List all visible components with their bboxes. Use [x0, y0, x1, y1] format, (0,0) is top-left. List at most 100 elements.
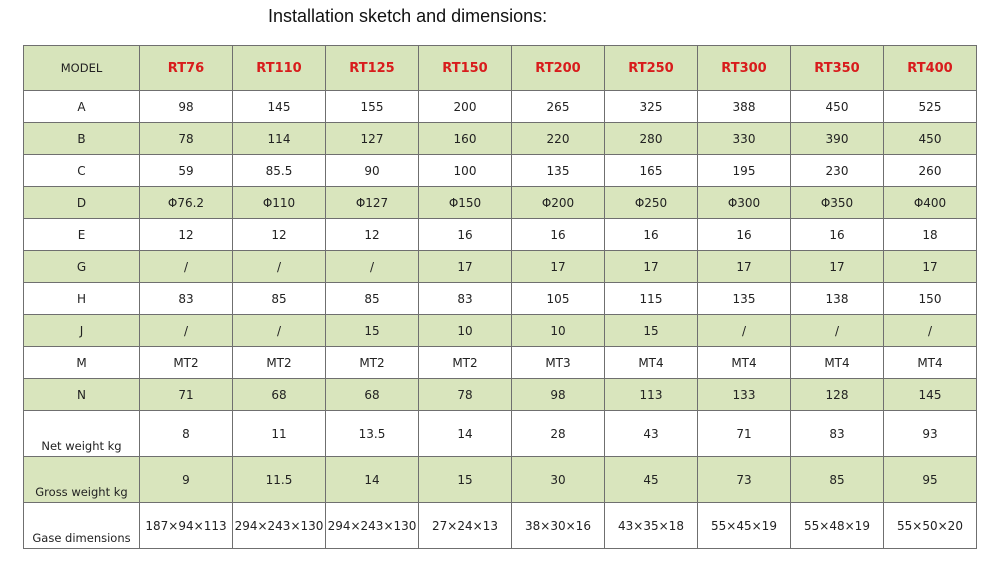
header-model-rt200: RT200	[511, 45, 605, 91]
table-cell: 17	[511, 250, 605, 283]
table-cell: /	[139, 250, 233, 283]
table-cell: 30	[511, 456, 605, 503]
table-cell: MT4	[790, 346, 884, 379]
table-cell: 55×48×19	[790, 502, 884, 549]
table-cell: 135	[697, 282, 791, 315]
table-cell: /	[232, 250, 326, 283]
table-cell: 95	[883, 456, 977, 503]
table-cell: 13.5	[325, 410, 419, 457]
table-cell: 115	[604, 282, 698, 315]
table-row: A 98 145 155 200 265 325 388 450 525	[23, 90, 977, 123]
table-cell: 17	[697, 250, 791, 283]
table-cell: 17	[790, 250, 884, 283]
row-label: Gase dimensions	[23, 502, 140, 549]
table-cell: 133	[697, 378, 791, 411]
table-cell: 15	[604, 314, 698, 347]
table-cell: Φ350	[790, 186, 884, 219]
row-label: C	[23, 154, 140, 187]
table-row: D Φ76.2 Φ110 Φ127 Φ150 Φ200 Φ250 Φ300 Φ350 Φ400	[23, 186, 977, 219]
row-label: M	[23, 346, 140, 379]
table-cell: 68	[325, 378, 419, 411]
table-cell: 16	[790, 218, 884, 251]
header-row: MODEL RT76 RT110 RT125 RT150 RT200 RT250 RT300 R…	[23, 45, 977, 91]
table-cell: 155	[325, 90, 419, 123]
table-cell: /	[790, 314, 884, 347]
table-row: E 12 12 12 16 16 16 16 16 18	[23, 218, 977, 251]
row-label: G	[23, 250, 140, 283]
table-row: H 83 85 85 83 105 115 135 138 150	[23, 282, 977, 315]
table-cell: 17	[418, 250, 512, 283]
table-cell: MT2	[418, 346, 512, 379]
table-cell: 127	[325, 122, 419, 155]
table-cell: 18	[883, 218, 977, 251]
table-cell: Φ76.2	[139, 186, 233, 219]
table-cell: 98	[139, 90, 233, 123]
table-cell: 55×45×19	[697, 502, 791, 549]
table-cell: 145	[883, 378, 977, 411]
table-row: Gross weight kg 9 11.5 14 15 30 45 73 85 95	[23, 456, 977, 503]
table-cell: 230	[790, 154, 884, 187]
table-cell: 113	[604, 378, 698, 411]
table-cell: 10	[511, 314, 605, 347]
table-row: G / //17 17 17 17 17 17	[23, 250, 977, 283]
table-cell: MT4	[604, 346, 698, 379]
table-cell: 11	[232, 410, 326, 457]
table-cell: 27×24×13	[418, 502, 512, 549]
table-cell: 71	[697, 410, 791, 457]
header-model-rt250: RT250	[604, 45, 698, 91]
row-label: N	[23, 378, 140, 411]
table-cell: 38×30×16	[511, 502, 605, 549]
table-cell: 8	[139, 410, 233, 457]
table-cell: MT2	[139, 346, 233, 379]
table-cell: 220	[511, 122, 605, 155]
table-cell: 135	[511, 154, 605, 187]
table-cell: Φ250	[604, 186, 698, 219]
table-cell: /	[232, 314, 326, 347]
table-cell: 294×243×130	[325, 502, 419, 549]
table-cell: MT3	[511, 346, 605, 379]
table-cell: 294×243×130	[232, 502, 326, 549]
table-row: B 78 114 127 160 220 280 330 390 450	[23, 122, 977, 155]
table-cell: 59	[139, 154, 233, 187]
table-cell: 93	[883, 410, 977, 457]
table-cell: Φ110	[232, 186, 326, 219]
table-cell: 15	[325, 314, 419, 347]
table-cell: 525	[883, 90, 977, 123]
table-row: J //15 10 10 15// /	[23, 314, 977, 347]
table-cell: 78	[418, 378, 512, 411]
table-cell: /	[139, 314, 233, 347]
table-cell: Φ300	[697, 186, 791, 219]
header-model-rt300: RT300	[697, 45, 791, 91]
table-cell: 114	[232, 122, 326, 155]
table-cell: 150	[883, 282, 977, 315]
table-cell: 12	[325, 218, 419, 251]
table-cell: 17	[604, 250, 698, 283]
dimensions-table: MODEL RT76 RT110 RT125 RT150 RT200 RT250 RT300 R…	[23, 45, 977, 549]
table-cell: 16	[418, 218, 512, 251]
table-cell: 14	[418, 410, 512, 457]
table-cell: 100	[418, 154, 512, 187]
table-cell: 450	[883, 122, 977, 155]
table-cell: 83	[790, 410, 884, 457]
table-cell: 28	[511, 410, 605, 457]
table-cell: 78	[139, 122, 233, 155]
table-cell: Φ150	[418, 186, 512, 219]
table-cell: /	[697, 314, 791, 347]
row-label: A	[23, 90, 140, 123]
table-cell: 16	[604, 218, 698, 251]
header-model-rt110: RT110	[232, 45, 326, 91]
table-row: M MT2 MT2 MT2 MT2 MT3 MT4 MT4 MT4 MT4	[23, 346, 977, 379]
table-cell: 83	[418, 282, 512, 315]
table-cell: 138	[790, 282, 884, 315]
table-cell: Φ127	[325, 186, 419, 219]
table-cell: 200	[418, 90, 512, 123]
table-cell: 85	[232, 282, 326, 315]
table-cell: 265	[511, 90, 605, 123]
table-cell: 160	[418, 122, 512, 155]
table-cell: 128	[790, 378, 884, 411]
table-cell: 325	[604, 90, 698, 123]
table-cell: 43	[604, 410, 698, 457]
row-label: E	[23, 218, 140, 251]
table-cell: 105	[511, 282, 605, 315]
header-model-rt150: RT150	[418, 45, 512, 91]
